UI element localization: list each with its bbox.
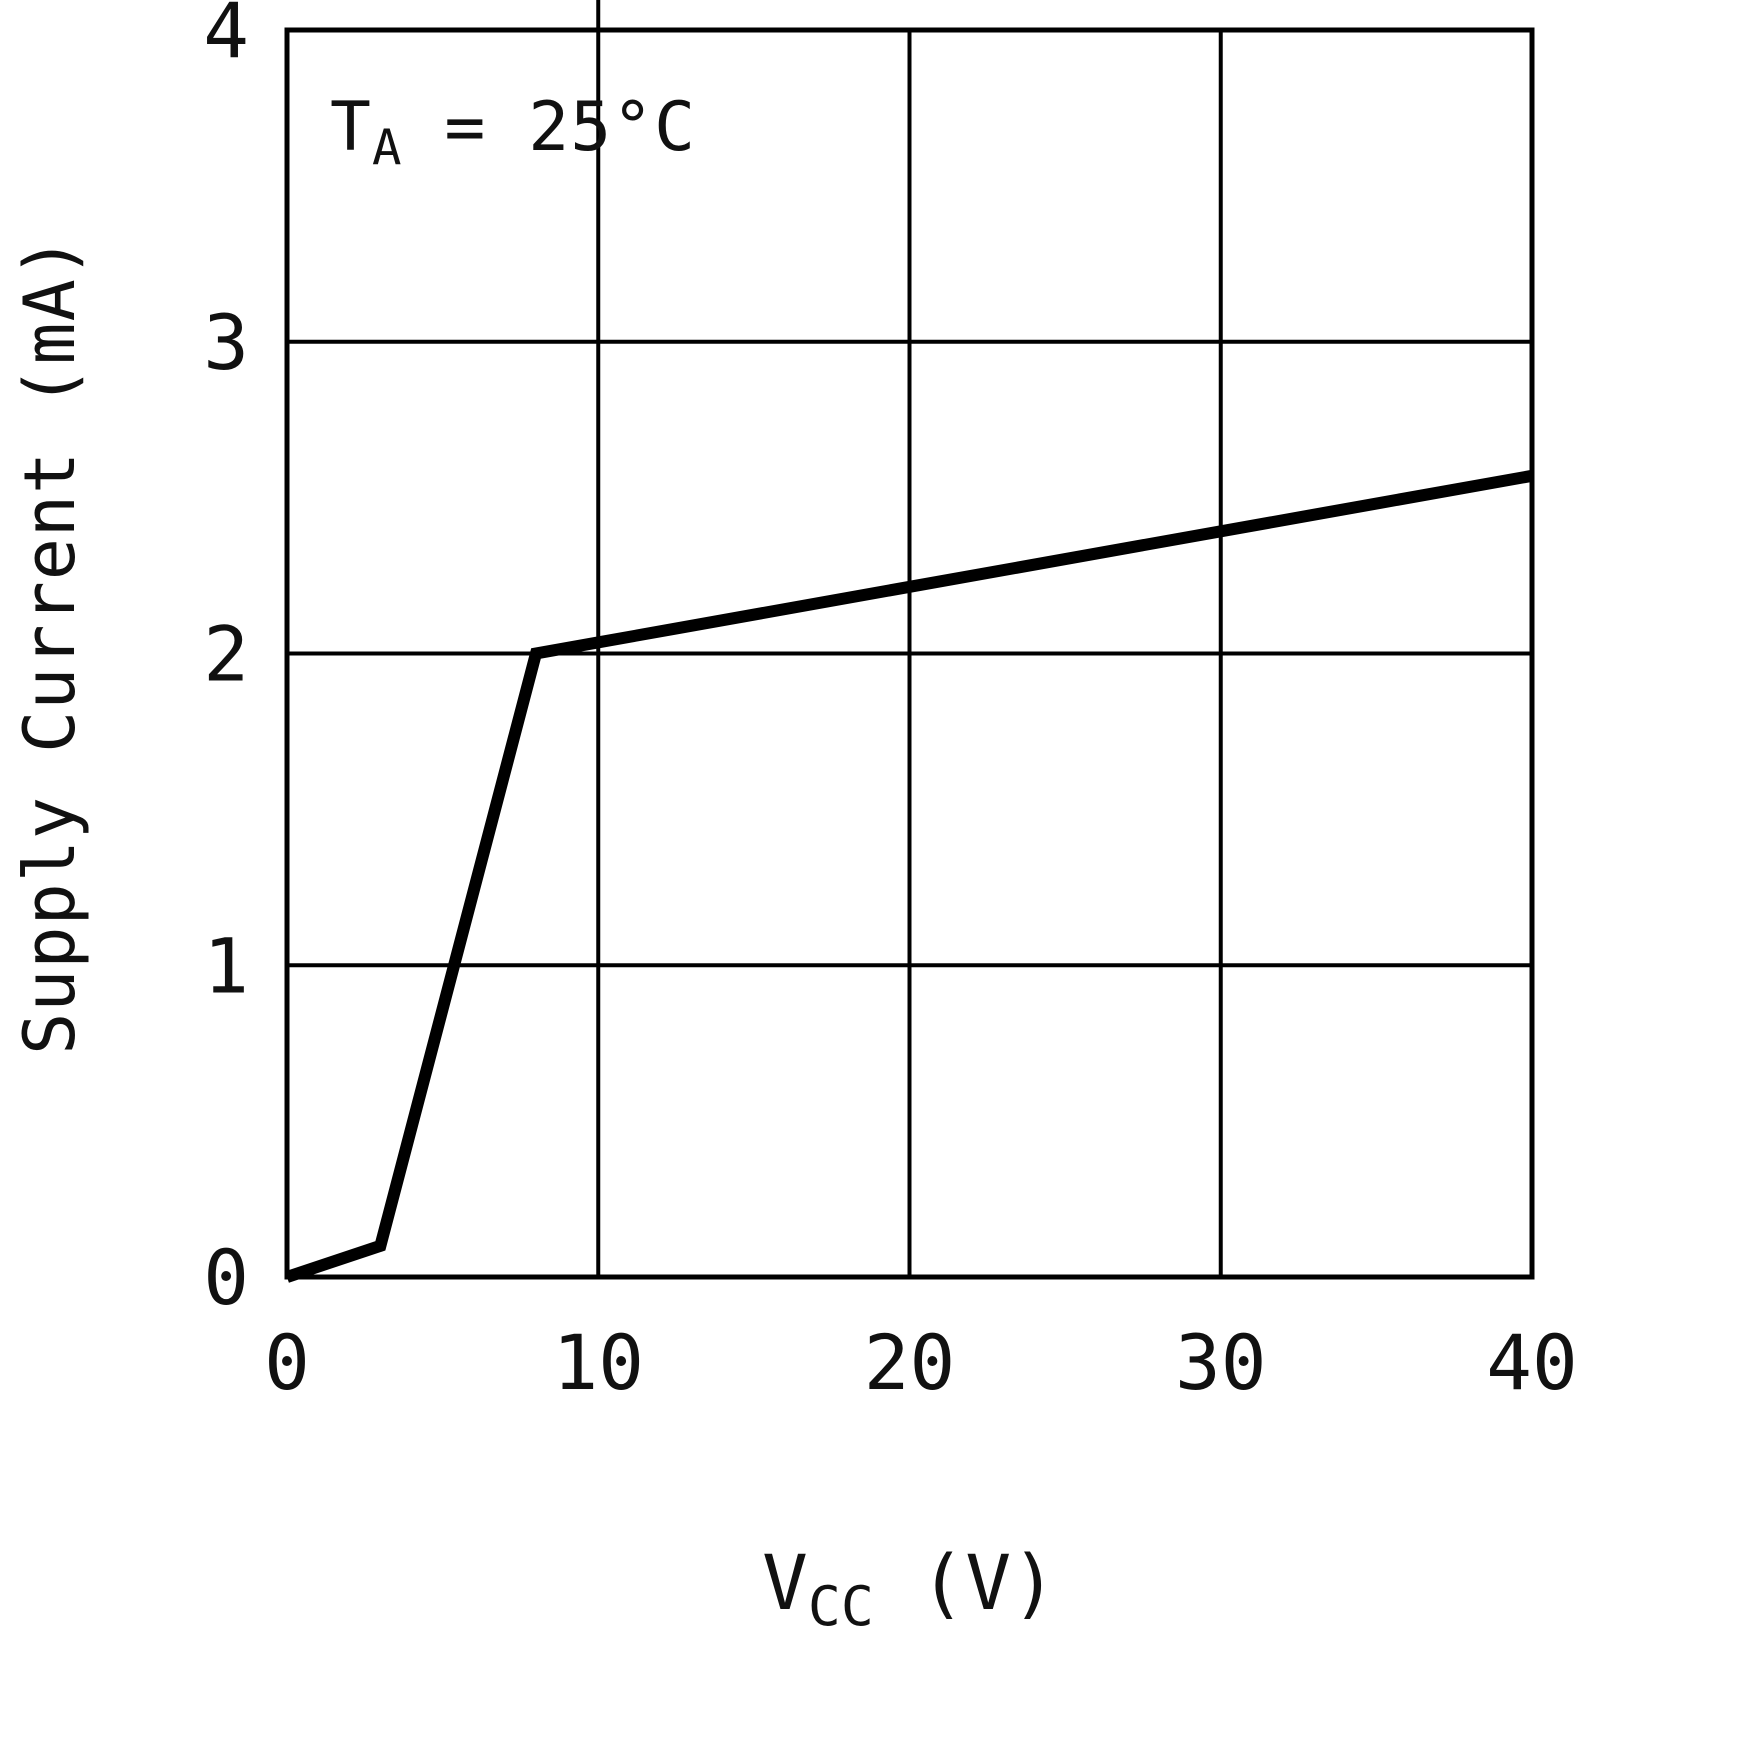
y-tick-label: 4 [203,0,249,75]
x-tick-label: 10 [552,1318,644,1407]
y-tick-label: 1 [203,921,249,1010]
annotation-rest: = 25°C [402,88,697,167]
x-tick-label: 20 [864,1318,956,1407]
x-axis-title: VCC (V) [287,1538,1532,1638]
x-tick-label: 30 [1175,1318,1267,1407]
series-supply-current [285,469,1534,1283]
y-axis-title: Supply Current (mA) [9,235,91,1055]
y-tick-label: 0 [203,1233,249,1322]
annotation-subscript: A [371,119,403,177]
x-axis-title-subscript: CC [807,1574,874,1639]
temperature-annotation: TA = 25°C [330,88,696,177]
y-tick-label: 2 [203,610,249,699]
x-axis-title-rest: (V) [873,1538,1057,1627]
plot-border [284,27,1535,1280]
annotation-base: T [330,88,372,167]
y-tick-label: 3 [203,298,249,387]
x-tick-label: 0 [264,1318,310,1407]
x-tick-label: 40 [1486,1318,1578,1407]
x-axis-title-base: V [762,1538,808,1627]
